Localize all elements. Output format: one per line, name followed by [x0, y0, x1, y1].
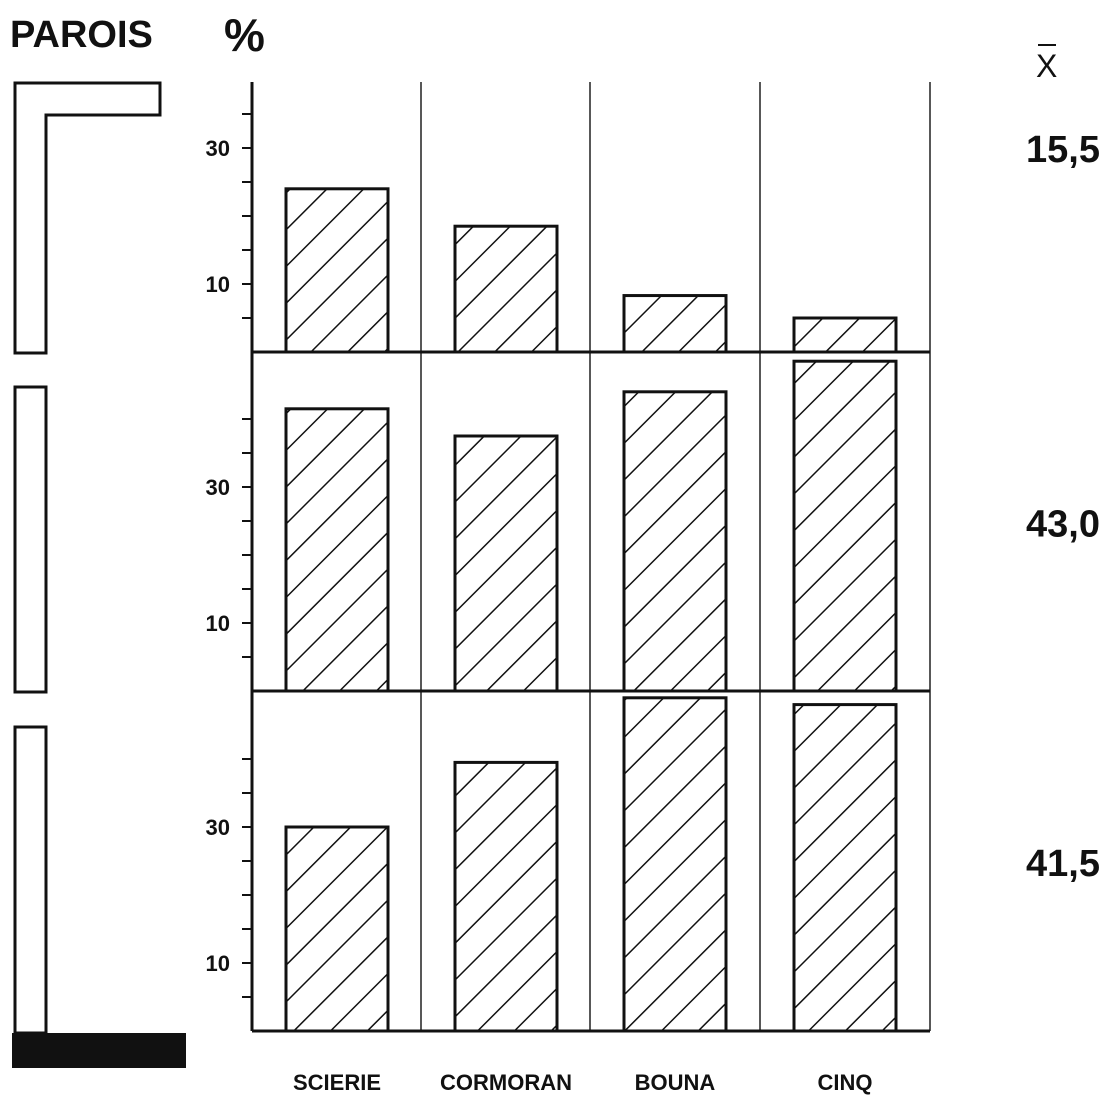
bar [792, 703, 898, 1033]
mean-symbol-letter: X [1036, 48, 1058, 84]
bar [453, 434, 559, 693]
panel-mean-value: 43,0 [1026, 504, 1100, 546]
bar [622, 390, 728, 693]
y-tick-label: 10 [206, 611, 230, 636]
x-category-label: CORMORAN [440, 1070, 572, 1095]
y-tick-label: 10 [206, 951, 230, 976]
bar [622, 294, 728, 354]
y-tick-label: 10 [206, 272, 230, 297]
y-tick-label: 30 [206, 136, 230, 161]
bar [453, 760, 559, 1033]
bar [792, 359, 898, 693]
x-category-label: CINQ [818, 1070, 873, 1095]
bar [284, 407, 390, 693]
x-category-label: SCIERIE [293, 1070, 381, 1095]
bar [453, 224, 559, 354]
percent-unit-label: % [224, 9, 265, 61]
wall-diagram-bottom [13, 725, 48, 1035]
wall-diagram-top [13, 81, 162, 355]
floor-block [12, 1033, 186, 1068]
panel-mean-value: 41,5 [1026, 843, 1100, 885]
bar [284, 825, 390, 1033]
bar [284, 187, 390, 354]
mean-symbol-label: X [1036, 44, 1057, 85]
wall-diagram-middle [13, 385, 48, 694]
y-tick-label: 30 [206, 815, 230, 840]
y-tick-label: 30 [206, 475, 230, 500]
bar [622, 696, 728, 1033]
panel-mean-value: 15,5 [1026, 129, 1100, 171]
x-category-label: BOUNA [635, 1070, 716, 1095]
bar [792, 316, 898, 354]
walls-title: PAROIS [10, 14, 153, 56]
mean-symbol-bar [1038, 44, 1056, 46]
